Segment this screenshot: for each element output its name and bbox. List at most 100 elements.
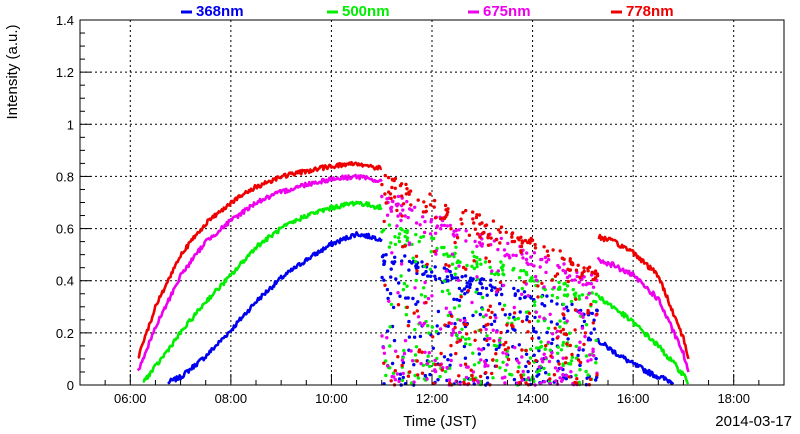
data-point bbox=[589, 302, 593, 307]
data-point bbox=[582, 266, 586, 270]
data-point bbox=[505, 363, 509, 367]
data-point bbox=[476, 379, 480, 383]
data-point bbox=[462, 344, 467, 349]
data-point bbox=[464, 229, 468, 233]
data-point bbox=[521, 239, 525, 244]
data-point bbox=[420, 260, 424, 264]
data-point bbox=[454, 333, 459, 337]
data-point bbox=[415, 271, 419, 276]
data-point bbox=[550, 278, 554, 282]
data-point bbox=[496, 247, 500, 252]
data-point bbox=[557, 287, 561, 291]
data-point bbox=[502, 303, 507, 307]
data-point bbox=[401, 375, 405, 380]
data-point bbox=[453, 272, 457, 276]
data-point bbox=[465, 263, 469, 268]
data-point bbox=[400, 358, 405, 362]
data-point bbox=[460, 335, 465, 339]
data-point bbox=[422, 264, 427, 269]
data-point bbox=[464, 208, 468, 213]
data-point bbox=[387, 223, 392, 227]
data-point bbox=[460, 222, 464, 226]
data-point bbox=[417, 239, 421, 244]
data-point bbox=[478, 374, 483, 379]
data-point bbox=[389, 267, 393, 271]
data-point bbox=[516, 236, 520, 240]
data-point bbox=[490, 371, 494, 376]
data-point bbox=[483, 260, 488, 264]
data-point bbox=[433, 231, 438, 235]
data-point bbox=[473, 227, 478, 231]
data-point bbox=[503, 368, 508, 373]
data-point bbox=[460, 275, 464, 279]
data-point bbox=[458, 318, 462, 322]
data-point bbox=[562, 307, 566, 311]
data-point bbox=[520, 292, 524, 296]
data-point bbox=[591, 321, 595, 325]
data-point bbox=[533, 300, 537, 304]
data-point bbox=[411, 296, 415, 301]
data-point bbox=[530, 238, 535, 242]
data-point bbox=[589, 358, 593, 362]
data-point bbox=[486, 308, 491, 312]
data-point bbox=[520, 286, 524, 291]
data-point bbox=[419, 361, 423, 366]
data-point bbox=[498, 366, 502, 370]
data-point bbox=[446, 313, 451, 318]
data-point bbox=[430, 270, 434, 274]
data-point bbox=[562, 316, 566, 321]
data-point bbox=[458, 338, 463, 342]
data-point bbox=[463, 356, 468, 360]
data-point bbox=[545, 294, 549, 298]
data-point bbox=[445, 252, 449, 256]
data-point bbox=[546, 340, 551, 344]
data-point bbox=[406, 296, 410, 300]
legend-entry-500nm: 500nm bbox=[327, 3, 390, 20]
data-point bbox=[475, 275, 479, 279]
data-point bbox=[510, 323, 514, 327]
data-point bbox=[527, 311, 532, 315]
data-point bbox=[467, 233, 472, 237]
data-point bbox=[517, 365, 521, 369]
data-point bbox=[490, 285, 494, 289]
data-point bbox=[520, 348, 524, 352]
data-point bbox=[455, 340, 459, 344]
legend: 368nm 500nm 675nm 778nm bbox=[181, 3, 674, 20]
data-point bbox=[408, 370, 412, 374]
data-point bbox=[418, 321, 422, 325]
data-point bbox=[398, 372, 403, 376]
data-point bbox=[396, 303, 401, 307]
data-point bbox=[485, 338, 489, 343]
data-point bbox=[392, 375, 396, 379]
data-point bbox=[537, 336, 541, 340]
data-point bbox=[415, 359, 419, 363]
data-point bbox=[533, 274, 538, 279]
data-point bbox=[431, 346, 435, 350]
data-point bbox=[434, 329, 439, 334]
data-point bbox=[487, 259, 492, 264]
data-point bbox=[403, 234, 407, 239]
data-point bbox=[399, 218, 403, 223]
data-point bbox=[526, 262, 530, 267]
data-point bbox=[463, 292, 467, 296]
data-point bbox=[570, 278, 574, 282]
data-point bbox=[453, 276, 458, 280]
data-point bbox=[520, 355, 524, 359]
data-point bbox=[401, 208, 405, 212]
data-point bbox=[480, 307, 485, 311]
data-point bbox=[393, 176, 398, 181]
data-point bbox=[546, 257, 551, 262]
data-point bbox=[395, 208, 399, 213]
data-point bbox=[472, 254, 476, 259]
data-point bbox=[518, 296, 522, 301]
data-point bbox=[428, 364, 432, 369]
data-point bbox=[406, 215, 410, 220]
data-point bbox=[471, 250, 475, 254]
data-point bbox=[556, 345, 560, 349]
data-point bbox=[556, 351, 560, 355]
data-point bbox=[383, 173, 387, 178]
data-point bbox=[524, 348, 528, 353]
data-point bbox=[436, 378, 440, 382]
data-point bbox=[423, 350, 427, 354]
data-point bbox=[548, 312, 552, 316]
